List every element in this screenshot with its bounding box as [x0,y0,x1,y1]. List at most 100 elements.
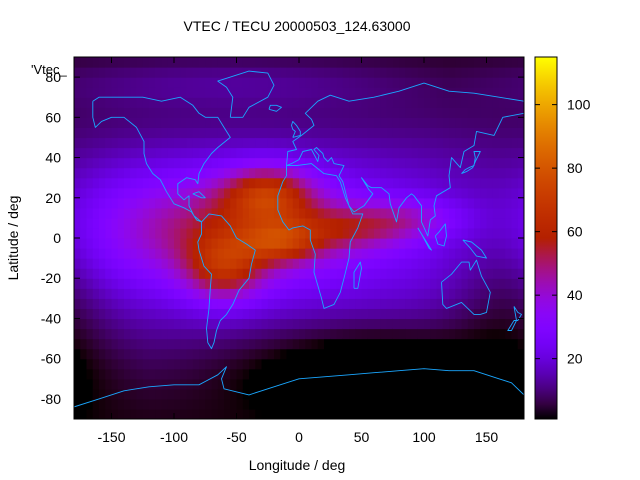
heatmap-cell [136,358,144,370]
heatmap-cell [461,258,469,269]
heatmap-cell [361,147,369,159]
heatmap-cell [505,398,513,410]
heatmap-cell [174,288,181,299]
heatmap-cell [180,368,188,380]
heatmap-cell [474,187,481,199]
heatmap-cell [349,227,356,239]
heatmap-cell [217,298,225,309]
heatmap-cell [155,217,163,229]
heatmap-cell [411,298,419,309]
heatmap-cell [386,187,394,199]
heatmap-cell [317,227,325,239]
x-tick-label: -50 [226,429,246,445]
heatmap-cell [424,308,431,320]
heatmap-cell [261,147,269,159]
heatmap-cell [142,318,150,330]
heatmap-cell [199,207,206,219]
heatmap-cell [511,137,519,149]
heatmap-cell [455,238,463,249]
heatmap-cell [80,268,88,279]
heatmap-cell [517,268,524,279]
heatmap-cell [180,288,188,299]
heatmap-cell [255,318,263,330]
heatmap-cell [486,207,494,219]
heatmap-cell [480,67,488,78]
heatmap-cell [161,318,169,330]
heatmap-cell [186,67,194,78]
heatmap-cell [186,157,194,169]
heatmap-cell [392,57,400,68]
heatmap-cell [492,398,500,410]
heatmap-cell [461,227,469,239]
heatmap-cell [342,87,350,98]
heatmap-cell [149,157,156,169]
heatmap-cell [130,358,138,370]
heatmap-cell [392,318,400,330]
heatmap-cell [355,137,363,149]
heatmap-cell [286,348,294,360]
heatmap-cell [86,258,94,269]
heatmap-cell [442,207,450,219]
heatmap-cell [299,217,306,229]
heatmap-cell [136,288,144,299]
heatmap-cell [311,378,319,390]
heatmap-cell [224,278,231,289]
heatmap-cell [499,288,506,299]
heatmap-cell [161,378,169,390]
heatmap-cell [405,57,413,68]
heatmap-cell [92,388,100,400]
heatmap-cell [274,167,281,179]
heatmap-cell [255,197,263,209]
heatmap-cell [180,318,188,330]
heatmap-cell [392,67,400,78]
heatmap-cell [505,187,513,199]
x-tick-label: -150 [97,429,125,445]
heatmap-cell [467,97,475,108]
heatmap-cell [86,217,94,229]
heatmap-cell [424,197,431,209]
heatmap-cell [274,328,281,340]
heatmap-cell [405,87,413,98]
heatmap-cell [130,398,138,410]
heatmap-cell [392,127,400,139]
heatmap-cell [255,227,263,239]
heatmap-cell [136,107,144,118]
heatmap-cell [280,177,288,189]
heatmap-cell [236,187,244,199]
heatmap-cell [186,197,194,209]
heatmap-cell [117,328,125,340]
heatmap-cell [274,157,281,169]
heatmap-cell [124,388,131,400]
heatmap-cell [430,217,438,229]
heatmap-cell [361,238,369,249]
heatmap-cell [217,137,225,149]
heatmap-cell [124,368,131,380]
heatmap-cell [486,338,494,350]
heatmap-cell [186,167,194,179]
heatmap-cell [499,187,506,199]
heatmap-cell [474,77,481,88]
heatmap-cell [217,248,225,259]
heatmap-cell [205,398,213,410]
heatmap-cell [399,288,406,299]
heatmap-cell [380,368,388,380]
heatmap-cell [430,348,438,360]
heatmap-cell [486,348,494,360]
heatmap-cell [355,398,363,410]
heatmap-cell [117,308,125,320]
heatmap-cell [74,177,81,189]
heatmap-cell [149,137,156,149]
heatmap-cell [155,338,163,350]
heatmap-cell [392,187,400,199]
heatmap-cell [461,97,469,108]
heatmap-cell [230,338,238,350]
heatmap-cell [130,167,138,179]
heatmap-cell [336,107,344,118]
heatmap-cell [411,167,419,179]
heatmap-cell [299,308,306,320]
heatmap-cell [199,67,206,78]
heatmap-cell [136,67,144,78]
heatmap-cell [99,358,106,370]
heatmap-cell [80,388,88,400]
